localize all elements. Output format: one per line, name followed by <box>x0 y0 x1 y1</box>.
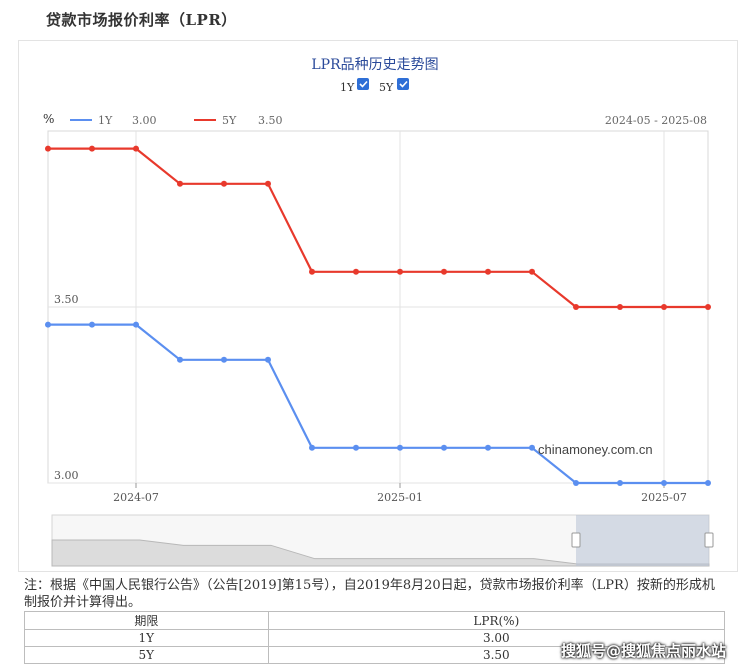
legend-5y: 5Y 3.50 <box>194 114 283 127</box>
data-point-5y[interactable] <box>485 268 491 275</box>
table-row: 5Y 3.50 <box>24 646 726 664</box>
zoom-handle-left[interactable] <box>571 532 581 548</box>
data-point-5y[interactable] <box>133 145 139 152</box>
x-tick-label: 2025-07 <box>641 491 687 504</box>
y-tick-label: 3.00 <box>54 469 79 482</box>
data-point-1y[interactable] <box>661 480 667 486</box>
zoom-handle-right[interactable] <box>704 532 714 548</box>
y-unit-label: % <box>43 112 54 126</box>
data-point-1y[interactable] <box>133 321 139 328</box>
data-point-5y[interactable] <box>89 145 95 152</box>
data-point-1y[interactable] <box>309 444 315 451</box>
table-header-term: 期限 <box>24 611 269 630</box>
data-point-5y[interactable] <box>221 180 227 187</box>
toggle-5y-label: 5Y <box>379 81 394 94</box>
data-point-1y[interactable] <box>89 321 95 328</box>
toggle-1y[interactable]: 1Y <box>340 78 369 94</box>
legend-1y-value: 3.00 <box>132 114 157 127</box>
lpr-line-chart: LPR品种历史走势图 1Y 5Y % 1Y 3.00 5Y 3.50 2024-… <box>43 57 714 567</box>
data-point-5y[interactable] <box>353 268 359 275</box>
zoom-selection[interactable] <box>576 515 709 566</box>
data-point-1y[interactable] <box>397 444 403 451</box>
y-tick-label: 3.50 <box>54 293 79 306</box>
checkbox-1y[interactable] <box>357 78 369 90</box>
data-point-1y[interactable] <box>353 444 359 451</box>
data-point-1y[interactable] <box>265 356 271 363</box>
data-point-5y[interactable] <box>45 145 51 152</box>
date-range-label: 2024-05 - 2025-08 <box>605 114 707 127</box>
page-title: 贷款市场报价利率（LPR） <box>46 11 237 29</box>
footnote: 注：根据《中国人民银行公告》（公告[2019]第15号），自2019年8月20日… <box>24 578 715 610</box>
data-point-5y[interactable] <box>265 180 271 187</box>
series-line-1y <box>48 323 708 485</box>
data-point-5y[interactable] <box>617 304 623 310</box>
toggle-5y[interactable]: 5Y <box>379 78 409 94</box>
data-point-1y[interactable] <box>705 480 711 486</box>
legend-1y: 1Y 3.00 <box>70 114 157 127</box>
data-point-1y[interactable] <box>45 321 51 328</box>
lpr-table: 期限 LPR(%) 1Y 3.00 5Y 3.50 <box>24 611 726 664</box>
data-point-5y[interactable] <box>705 304 711 310</box>
data-point-1y[interactable] <box>221 356 227 363</box>
chart-title: LPR品种历史走势图 <box>311 57 438 73</box>
legend-1y-name: 1Y <box>98 114 113 127</box>
data-point-1y[interactable] <box>529 444 535 451</box>
toggle-1y-label: 1Y <box>340 81 355 94</box>
legend-5y-value: 3.50 <box>258 114 283 127</box>
data-point-5y[interactable] <box>397 268 403 275</box>
x-tick-label: 2025-01 <box>377 491 423 504</box>
table-header-row: 期限 LPR(%) <box>24 611 726 630</box>
table-header-lpr: LPR(%) <box>267 611 726 630</box>
data-point-5y[interactable] <box>529 268 535 275</box>
legend-5y-name: 5Y <box>222 114 237 127</box>
data-point-5y[interactable] <box>177 180 183 187</box>
data-point-5y[interactable] <box>309 268 315 275</box>
data-point-1y[interactable] <box>617 480 623 486</box>
check-icon <box>359 80 368 88</box>
source-watermark: chinamoney.com.cn <box>538 442 653 457</box>
checkbox-5y[interactable] <box>397 78 409 90</box>
data-point-1y[interactable] <box>441 444 447 451</box>
data-point-1y[interactable] <box>573 480 579 486</box>
table-cell-term: 5Y <box>24 646 269 664</box>
data-point-1y[interactable] <box>177 356 183 363</box>
check-icon <box>399 80 408 88</box>
data-point-5y[interactable] <box>573 304 579 310</box>
data-point-5y[interactable] <box>441 268 447 275</box>
x-tick-label: 2024-07 <box>113 491 159 504</box>
table-row: 1Y 3.00 <box>24 629 726 647</box>
series-line-5y <box>48 147 708 309</box>
data-zoom-slider[interactable] <box>51 514 714 567</box>
table-cell-term: 1Y <box>24 629 269 647</box>
table-cell-rate: 3.50 <box>267 646 726 664</box>
watermark-text: 搜狐号@搜狐焦点丽水站 <box>560 642 726 660</box>
data-point-5y[interactable] <box>661 304 667 310</box>
data-point-1y[interactable] <box>485 444 491 451</box>
